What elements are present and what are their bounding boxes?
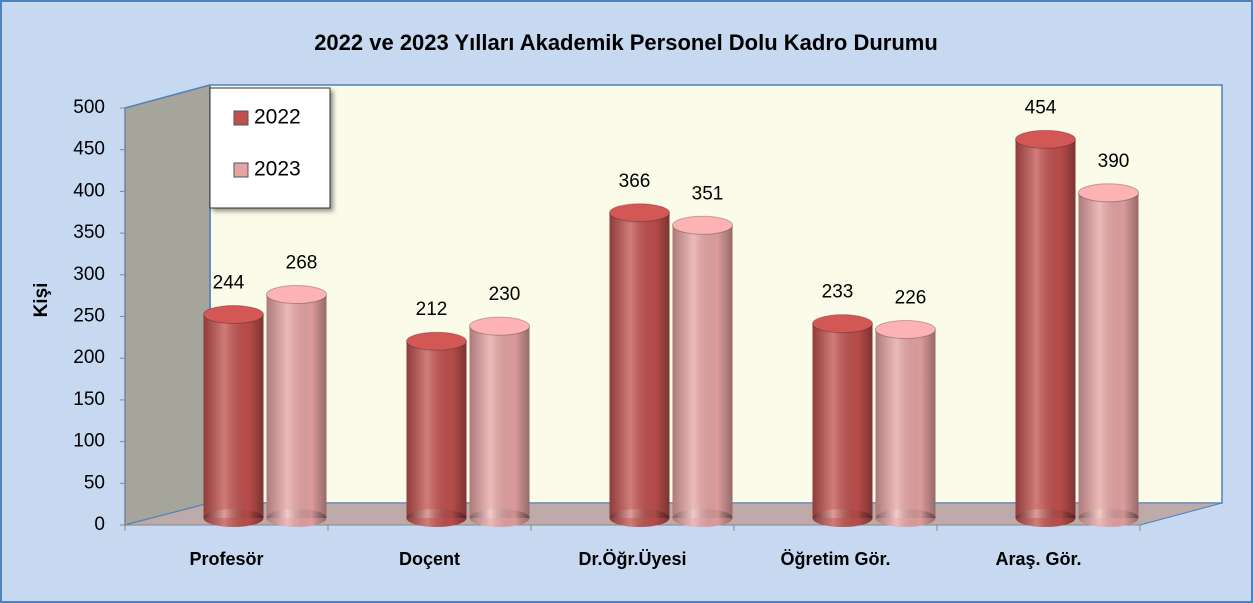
y-tick-label: 350 — [73, 222, 105, 243]
bar-shade — [875, 329, 936, 518]
value-label: 351 — [692, 183, 724, 204]
y-tick-label: 300 — [73, 264, 105, 285]
bar — [672, 215, 733, 527]
bar-top — [469, 316, 530, 336]
legend-swatch — [233, 162, 249, 178]
bar-shade — [266, 294, 327, 518]
value-label: 212 — [416, 299, 448, 320]
bar-shade — [406, 341, 467, 518]
bar — [266, 284, 327, 527]
value-label: 244 — [213, 273, 245, 294]
bar-shade — [812, 323, 873, 518]
value-label: 226 — [895, 288, 927, 309]
y-tick-label: 100 — [73, 431, 105, 452]
chart-title: 2022 ve 2023 Yılları Akademik Personel D… — [314, 30, 938, 55]
bar-top — [609, 203, 670, 223]
value-label: 230 — [489, 284, 521, 305]
x-tick-label: Öğretim Gör. — [780, 549, 890, 569]
value-label: 233 — [822, 282, 854, 303]
value-label: 366 — [619, 171, 651, 192]
bar — [203, 305, 264, 527]
bar-top — [203, 305, 264, 325]
bar — [609, 203, 670, 527]
y-tick-label: 150 — [73, 389, 105, 410]
bar-shade — [1015, 139, 1076, 518]
bar-top — [875, 320, 936, 340]
x-tick-label: Araş. Gör. — [995, 549, 1081, 569]
bar-top — [406, 331, 467, 351]
bar-shade — [1078, 192, 1139, 519]
bar-shade — [609, 212, 670, 519]
y-axis-label: Kişi — [31, 283, 52, 318]
legend-swatch — [233, 110, 249, 126]
bar — [1078, 183, 1139, 527]
value-label: 390 — [1098, 151, 1130, 172]
bar-top — [1015, 129, 1076, 149]
legend-label: 2023 — [254, 158, 301, 181]
x-tick-label: Dr.Öğr.Üyesi — [578, 549, 686, 569]
y-tick-label: 500 — [73, 97, 105, 118]
bar-shade — [469, 326, 530, 518]
bar-top — [1078, 183, 1139, 203]
legend-label: 2022 — [254, 106, 301, 129]
bar — [406, 331, 467, 527]
bar-top — [812, 314, 873, 334]
legend — [209, 87, 331, 209]
bar — [1015, 129, 1076, 527]
x-tick-label: Profesör — [189, 549, 263, 569]
y-tick-label: 400 — [73, 180, 105, 201]
bar-top — [672, 215, 733, 235]
bar-top — [266, 284, 327, 304]
bar — [875, 320, 936, 527]
y-tick-label: 0 — [94, 514, 105, 535]
value-label: 454 — [1025, 97, 1057, 118]
y-tick-label: 50 — [84, 472, 105, 493]
x-tick-label: Doçent — [399, 549, 460, 569]
side-wall — [124, 84, 211, 526]
bar-shade — [672, 225, 733, 519]
bar — [469, 316, 530, 527]
y-tick-label: 200 — [73, 347, 105, 368]
y-tick-label: 450 — [73, 139, 105, 160]
value-label: 268 — [286, 253, 318, 274]
bar-shade — [203, 314, 264, 518]
y-tick-label: 250 — [73, 306, 105, 327]
bar — [812, 314, 873, 527]
